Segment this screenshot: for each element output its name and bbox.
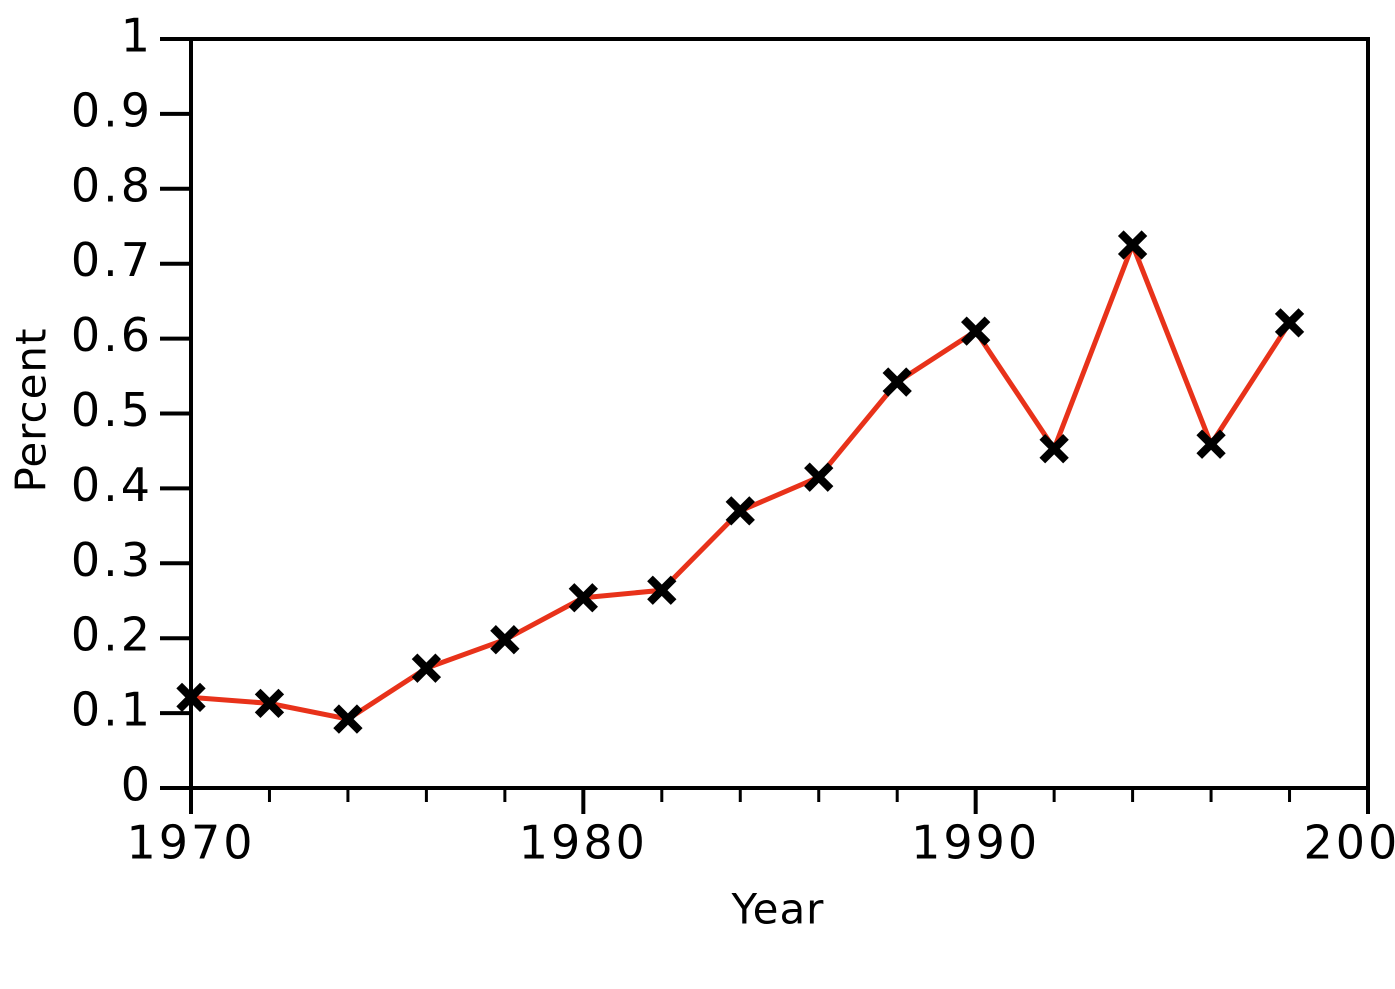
marker xyxy=(1117,230,1148,260)
x-axis-title: Year xyxy=(731,885,825,934)
marker xyxy=(568,583,598,613)
x-tick-label: 1980 xyxy=(519,816,648,870)
data-line xyxy=(190,242,1292,722)
marker xyxy=(804,462,834,492)
marker xyxy=(490,625,520,655)
marker xyxy=(1039,434,1069,464)
y-tick-label: 0.9 xyxy=(71,83,153,137)
y-tick-label: 0.7 xyxy=(71,233,153,287)
y-tick-label: 1 xyxy=(121,9,153,63)
marker xyxy=(254,688,285,719)
y-tick-label: 0.2 xyxy=(71,608,153,662)
y-tick-label: 0.5 xyxy=(71,383,153,437)
marker xyxy=(411,653,442,683)
y-axis-title: Percent xyxy=(7,327,56,492)
marker xyxy=(333,704,363,734)
marker xyxy=(725,496,755,526)
marker xyxy=(176,682,206,713)
marker xyxy=(882,367,912,397)
y-tick-label: 0.6 xyxy=(71,308,153,362)
marker xyxy=(1196,429,1226,459)
y-tick-label: 0 xyxy=(121,758,153,812)
marker xyxy=(961,316,991,346)
x-tick-label: 2000 xyxy=(1303,816,1395,870)
y-tick-label: 0.4 xyxy=(71,458,153,512)
y-tick-label: 0.3 xyxy=(71,533,153,587)
y-tick-label: 0.8 xyxy=(71,158,153,212)
plot-frame xyxy=(189,37,1370,790)
x-tick-label: 1970 xyxy=(126,816,255,870)
y-tick-label: 0.1 xyxy=(71,683,153,737)
marker xyxy=(1274,308,1305,338)
x-tick-label: 1990 xyxy=(911,816,1040,870)
marker xyxy=(647,575,677,605)
